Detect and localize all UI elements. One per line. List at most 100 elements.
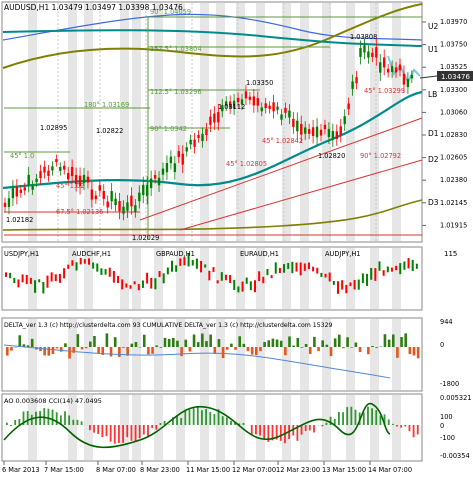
ao-bar xyxy=(308,425,311,431)
candle-body xyxy=(15,186,19,197)
current-price-tag xyxy=(437,71,473,81)
delta-bar xyxy=(188,347,192,352)
candle-body xyxy=(236,97,240,103)
ao-bar xyxy=(279,425,282,441)
candle-body xyxy=(126,202,129,211)
session-stripe xyxy=(200,319,209,390)
mini-chart-candles xyxy=(5,253,418,294)
mini-candle xyxy=(5,272,7,277)
candle-body xyxy=(390,66,394,72)
mini-charts-pane[interactable] xyxy=(1,246,423,311)
delta-bar xyxy=(354,342,358,347)
mini-candle xyxy=(54,274,57,282)
delta-bar xyxy=(383,334,387,347)
candle-body xyxy=(63,165,66,170)
mini-candle xyxy=(229,274,232,283)
ao-bar xyxy=(22,411,25,425)
mini-candle xyxy=(254,280,256,293)
ao-bar xyxy=(209,411,212,425)
delta-scale: 944 0 -1800 xyxy=(440,318,459,388)
price-tick-label: 1.02145 xyxy=(440,199,467,207)
delta-bar xyxy=(230,343,233,347)
candle-body xyxy=(67,173,70,180)
candle-body xyxy=(31,185,34,190)
ao-bar xyxy=(138,425,141,439)
delta-bar xyxy=(400,337,403,347)
candle-body xyxy=(51,166,54,171)
mini-candle xyxy=(299,262,302,276)
delta-pane[interactable] xyxy=(1,317,423,392)
delta-bar xyxy=(242,343,246,347)
candle-body xyxy=(288,110,291,118)
ao-bar xyxy=(255,425,257,435)
mini-candle xyxy=(324,273,327,278)
candle-body xyxy=(189,139,192,145)
candle-body xyxy=(304,127,307,134)
candle-body xyxy=(27,174,30,185)
oscillator-header: AO 0.003608 CCI(14) 47.0495 xyxy=(4,397,102,405)
delta-bar xyxy=(138,347,142,348)
candle-body xyxy=(383,57,386,68)
teal-ma-upper xyxy=(2,29,423,47)
ao-bar xyxy=(192,408,195,425)
mini-chart-labels: USDJPY,H1 AUDCHF,H1 GBPAUD,H1 EURAUD,H1 AUDJ… xyxy=(4,250,360,258)
delta-bar xyxy=(271,338,275,347)
candle-body xyxy=(177,151,180,158)
candle-body xyxy=(371,52,374,57)
delta-bar xyxy=(213,347,217,354)
mini-chart-label: GBPAUD,H1 xyxy=(156,250,195,258)
ao-bar xyxy=(250,425,253,436)
candle-body xyxy=(173,163,177,173)
delta-bar xyxy=(55,347,59,349)
price-annotation: 180° 1.03169 xyxy=(84,101,129,109)
candle-body xyxy=(264,103,267,109)
candle-body xyxy=(375,47,378,58)
oscillator-scale-label: -0.00354 xyxy=(440,452,470,460)
price-scale: 1.03970 1.03750 1.03525 1.03300 1.03060 1.028… xyxy=(422,18,467,229)
delta-bar xyxy=(196,342,200,347)
delta-scale-label: 944 xyxy=(440,318,453,326)
mini-candle xyxy=(25,274,28,285)
delta-bar xyxy=(375,347,378,349)
candle-body xyxy=(367,51,370,58)
price-annotation: 1.03350 xyxy=(246,79,273,87)
ao-bar xyxy=(6,422,8,425)
mini-candle xyxy=(374,268,377,281)
ao-bar xyxy=(275,425,278,440)
ao-bar xyxy=(155,425,158,430)
price-annotation: 90° 1.0342 xyxy=(150,125,187,133)
ao-bar xyxy=(238,423,241,425)
mini-candle xyxy=(274,262,277,274)
delta-bar xyxy=(47,347,51,356)
oscillator-pane[interactable] xyxy=(1,393,423,462)
session-stripe xyxy=(300,3,309,241)
mini-candle xyxy=(150,277,153,289)
mini-candle xyxy=(341,280,344,290)
ao-bar xyxy=(367,406,369,425)
price-tick-label: 1.03750 xyxy=(440,41,467,49)
mini-candle xyxy=(287,263,290,269)
delta-bar xyxy=(416,347,420,359)
delta-bar xyxy=(404,333,407,347)
delta-bar xyxy=(238,336,241,347)
time-label: 7 Mar 15:00 xyxy=(44,466,84,474)
price-pane[interactable] xyxy=(1,1,423,243)
ao-bar xyxy=(97,425,100,435)
ao-bar xyxy=(333,419,336,425)
ao-bar xyxy=(159,423,162,425)
mini-candle xyxy=(357,279,360,290)
mini-candle xyxy=(63,268,66,279)
ao-bar xyxy=(242,422,245,425)
session-stripe xyxy=(84,395,93,460)
mini-candle xyxy=(183,257,186,266)
ao-histogram xyxy=(3,403,419,449)
mini-chart-label: AUDJPY,H1 xyxy=(325,250,360,258)
session-stripe xyxy=(68,395,77,460)
candle-body xyxy=(213,113,216,123)
candle-body xyxy=(315,126,319,138)
candle-body xyxy=(130,195,133,207)
delta-bar xyxy=(333,338,337,347)
ao-bar xyxy=(205,408,207,425)
delta-bar xyxy=(159,347,163,348)
delta-bar xyxy=(263,342,266,347)
